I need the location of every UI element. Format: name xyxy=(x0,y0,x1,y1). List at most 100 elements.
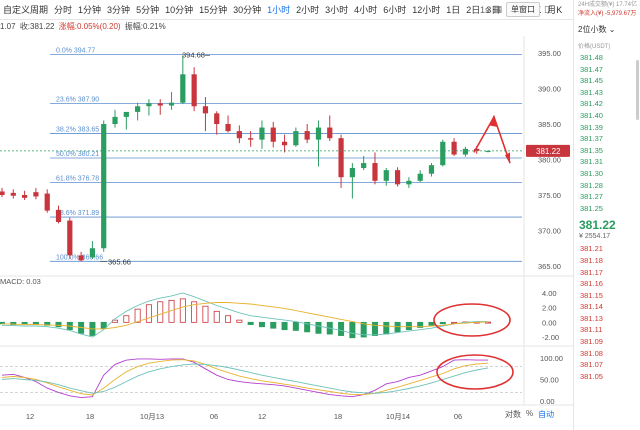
candle-body xyxy=(406,180,412,185)
period-tab[interactable]: 30分钟 xyxy=(233,5,262,15)
precision-select[interactable]: 2位小数 ⌄ xyxy=(578,25,616,34)
orderbook-price[interactable]: 381.42 xyxy=(580,99,603,109)
candle-body xyxy=(372,163,378,181)
macd-tick: 4.00 xyxy=(542,289,557,298)
orderbook-price[interactable]: 381.47 xyxy=(580,64,603,74)
macd-bar xyxy=(428,321,435,326)
orderbook-price[interactable]: 381.27 xyxy=(580,192,603,202)
orderbook-price[interactable]: 381.37 xyxy=(580,134,603,144)
candle-body xyxy=(462,148,468,155)
layout-icon[interactable]: ▦ xyxy=(493,4,503,14)
orderbook-price[interactable]: 381.35 xyxy=(580,145,603,155)
log-scale-toggle[interactable]: 对数 xyxy=(505,410,521,419)
orderbook-price[interactable]: 381.05 xyxy=(580,371,603,381)
orderbook-price[interactable]: 381.08 xyxy=(580,348,603,358)
candle-body xyxy=(225,124,231,132)
macd-bar xyxy=(360,321,367,338)
orderbook-price[interactable]: 381.09 xyxy=(580,337,603,347)
orderbook-price[interactable]: 381.45 xyxy=(580,76,603,86)
orderbook-price[interactable]: 381.40 xyxy=(580,110,603,120)
macd-bar xyxy=(258,321,265,328)
period-tab[interactable]: 1分钟 xyxy=(78,5,102,15)
orderbook-price[interactable]: 381.39 xyxy=(580,122,603,132)
candle-body xyxy=(259,127,265,140)
period-tab[interactable]: 自定义周期 xyxy=(3,5,49,15)
orderbook-price[interactable]: 381.18 xyxy=(580,255,603,265)
orderbook-price[interactable]: 381.17 xyxy=(580,267,603,277)
candle-body xyxy=(157,103,163,106)
candle-body xyxy=(270,127,276,142)
orderbook-price[interactable]: 381.21 xyxy=(580,244,603,254)
kdj-tick: 50.00 xyxy=(540,376,559,385)
period-tab[interactable]: 5分钟 xyxy=(136,5,160,15)
scrollbar[interactable] xyxy=(636,60,639,120)
period-toolbar: 自定义周期 分时 1分钟 3分钟 5分钟 10分钟 15分钟 30分钟 1小时 2小时 3小时 4小时… xyxy=(0,0,573,20)
period-tab[interactable]: 3分钟 xyxy=(107,5,131,15)
price-tick: 370.00 xyxy=(538,227,561,236)
period-tab[interactable]: 月K xyxy=(547,5,563,15)
period-tab[interactable]: 1小时 xyxy=(267,5,291,15)
period-tab[interactable]: 3日 xyxy=(486,5,501,15)
annotation-circle xyxy=(433,303,511,337)
candle-body xyxy=(451,141,457,155)
candle-body xyxy=(44,193,50,211)
x-tick: 12 xyxy=(258,412,266,421)
macd-bar xyxy=(55,321,62,328)
macd-bar xyxy=(225,315,232,323)
period-tab[interactable]: 1日 xyxy=(446,5,461,15)
macd-bar xyxy=(100,321,107,329)
orderbook-price[interactable]: 381.13 xyxy=(580,313,603,323)
interval-label[interactable]: 1s xyxy=(480,4,490,15)
orderbook-price[interactable]: 381.14 xyxy=(580,302,603,312)
macd-label: MACD: 0.03 xyxy=(0,277,41,286)
period-tab[interactable]: 2日 xyxy=(466,5,481,15)
period-tab[interactable]: 2小时 xyxy=(296,5,320,15)
percent-scale-toggle[interactable]: % xyxy=(526,409,534,418)
bid-list: 381.21 381.18 381.17 381.16 381.15 381.14 381.… xyxy=(574,243,640,382)
candle-body xyxy=(67,220,73,256)
period-tab[interactable]: 6小时 xyxy=(383,5,407,15)
screenshot-icon[interactable]: ◫ xyxy=(544,4,553,14)
last-price: 381.22 xyxy=(579,218,616,233)
kdj-j-line xyxy=(1,363,489,394)
period-tab[interactable]: 12小时 xyxy=(412,5,441,15)
volume-24h: 24H成交额(¥) 17.74亿 xyxy=(578,2,638,8)
macd-bar xyxy=(338,321,345,336)
candle-body xyxy=(22,195,28,198)
macd-bar xyxy=(405,321,412,331)
orderbook-price[interactable]: 381.07 xyxy=(580,360,603,370)
orderbook-price[interactable]: 381.15 xyxy=(580,290,603,300)
x-tick: 10月13 xyxy=(140,412,164,421)
macd-tick: -2.00 xyxy=(542,333,559,342)
candle-body xyxy=(248,138,254,140)
change-value: 涨幅:0.05%(0.20) xyxy=(58,22,121,31)
orderbook-price[interactable]: 381.30 xyxy=(580,168,603,178)
orderbook-price[interactable]: 381.11 xyxy=(580,325,603,335)
macd-dea-line xyxy=(1,302,489,330)
candle-body xyxy=(135,106,141,112)
x-tick: 18 xyxy=(334,412,342,421)
period-tab[interactable]: 4小时 xyxy=(354,5,378,15)
toolbar-right: 1s ▦ 单窗口 ◫ xyxy=(480,2,553,17)
period-tab[interactable]: 3小时 xyxy=(325,5,349,15)
price-header: 价格(USDT) xyxy=(578,44,611,50)
orderbook-price[interactable]: 381.16 xyxy=(580,279,603,289)
macd-bar xyxy=(270,321,277,329)
orderbook-price[interactable]: 381.48 xyxy=(580,53,603,62)
orderbook-price[interactable]: 381.43 xyxy=(580,87,603,97)
window-mode-button[interactable]: 单窗口 xyxy=(506,2,541,17)
orderbook-price[interactable]: 381.31 xyxy=(580,157,603,167)
period-tab[interactable]: 分时 xyxy=(54,5,73,15)
macd-tick: 2.00 xyxy=(542,304,557,313)
period-tab[interactable]: 10分钟 xyxy=(165,5,194,15)
candle-body xyxy=(304,131,310,140)
macd-bar xyxy=(202,305,209,323)
auto-scale-toggle[interactable]: 自动 xyxy=(538,410,555,419)
orderbook-price[interactable]: 381.25 xyxy=(580,203,603,213)
candle-body xyxy=(112,116,118,124)
period-tab[interactable]: 15分钟 xyxy=(199,5,228,15)
orderbook-price[interactable]: 381.28 xyxy=(580,180,603,190)
candle-body xyxy=(361,163,367,169)
chart-canvas[interactable]: 395.00 390.00 385.00 380.00 375.00 370.00 365.… xyxy=(0,0,573,430)
